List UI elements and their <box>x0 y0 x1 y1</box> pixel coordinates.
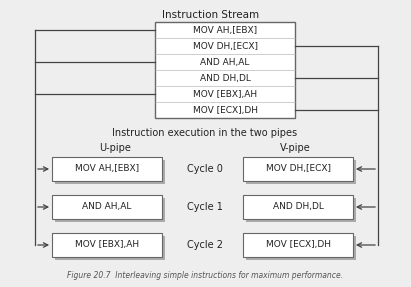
Text: Cycle 0: Cycle 0 <box>187 164 223 174</box>
Text: MOV DH,[ECX]: MOV DH,[ECX] <box>192 42 258 51</box>
Text: MOV [ECX],DH: MOV [ECX],DH <box>192 106 258 115</box>
Text: Instruction Stream: Instruction Stream <box>162 10 260 20</box>
Bar <box>155 22 295 118</box>
FancyBboxPatch shape <box>52 233 162 257</box>
Text: MOV AH,[EBX]: MOV AH,[EBX] <box>75 164 139 174</box>
FancyBboxPatch shape <box>52 195 162 219</box>
Text: Cycle 2: Cycle 2 <box>187 240 223 250</box>
FancyBboxPatch shape <box>55 198 165 222</box>
Text: Figure 20.7  Interleaving simple instructions for maximum performance.: Figure 20.7 Interleaving simple instruct… <box>67 271 343 280</box>
Text: MOV DH,[ECX]: MOV DH,[ECX] <box>266 164 330 174</box>
FancyBboxPatch shape <box>243 195 353 219</box>
FancyBboxPatch shape <box>246 236 356 260</box>
Text: AND AH,AL: AND AH,AL <box>200 57 250 67</box>
Text: AND DH,DL: AND DH,DL <box>200 73 250 82</box>
FancyBboxPatch shape <box>246 198 356 222</box>
Text: AND AH,AL: AND AH,AL <box>82 203 132 212</box>
Text: Cycle 1: Cycle 1 <box>187 202 223 212</box>
FancyBboxPatch shape <box>243 157 353 181</box>
Text: Instruction execution in the two pipes: Instruction execution in the two pipes <box>113 128 298 138</box>
FancyBboxPatch shape <box>55 236 165 260</box>
Text: MOV [ECX],DH: MOV [ECX],DH <box>266 241 330 249</box>
Text: MOV [EBX],AH: MOV [EBX],AH <box>193 90 257 98</box>
Text: AND DH,DL: AND DH,DL <box>272 203 323 212</box>
FancyBboxPatch shape <box>243 233 353 257</box>
FancyBboxPatch shape <box>52 157 162 181</box>
Text: U-pipe: U-pipe <box>99 143 131 153</box>
Text: MOV AH,[EBX]: MOV AH,[EBX] <box>193 26 257 34</box>
Text: V-pipe: V-pipe <box>279 143 310 153</box>
FancyBboxPatch shape <box>246 160 356 184</box>
Text: MOV [EBX],AH: MOV [EBX],AH <box>75 241 139 249</box>
FancyBboxPatch shape <box>55 160 165 184</box>
